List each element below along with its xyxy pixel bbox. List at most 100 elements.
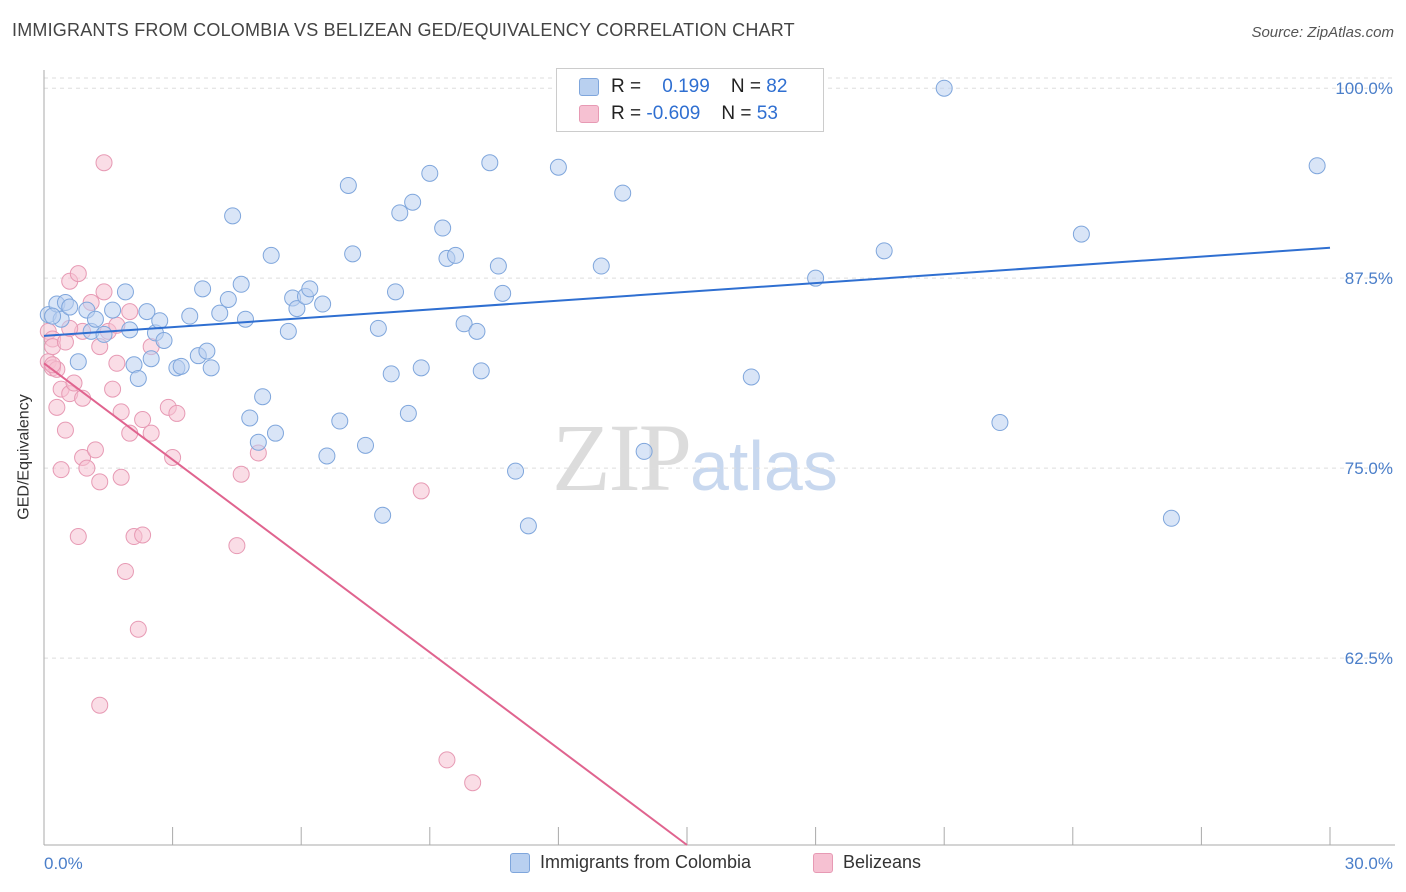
point-belizeans (438, 751, 456, 769)
point-colombia (387, 283, 405, 301)
point-colombia (44, 307, 62, 325)
point-colombia (181, 307, 199, 325)
point-colombia (155, 331, 173, 349)
point-colombia (447, 246, 465, 264)
legend-r-label: R = (611, 103, 642, 124)
point-colombia (742, 368, 760, 386)
point-colombia (1072, 225, 1090, 243)
watermark: ZIPatlas (552, 402, 838, 513)
point-colombia (116, 283, 134, 301)
point-belizeans (52, 461, 70, 479)
point-belizeans (91, 696, 109, 714)
point-colombia (69, 353, 87, 371)
bottom-legend-belizeans: Belizeans (813, 852, 921, 873)
point-belizeans (134, 411, 152, 429)
bottom-legend: Immigrants from Colombia Belizeans (0, 852, 1406, 876)
point-colombia (481, 154, 499, 172)
point-belizeans (232, 465, 250, 483)
legend-n-label: N = (721, 103, 752, 124)
legend-r-value-colombia: 0.199 (662, 76, 710, 97)
point-colombia (129, 369, 147, 387)
point-belizeans (228, 537, 246, 555)
point-colombia (138, 303, 156, 321)
point-colombia (592, 257, 610, 275)
point-colombia (472, 362, 490, 380)
point-colombia (279, 322, 297, 340)
point-colombia (468, 322, 486, 340)
x-tick-label-max: 30.0% (1345, 854, 1393, 873)
point-colombia (374, 506, 392, 524)
point-colombia (1162, 509, 1180, 527)
point-colombia (288, 300, 306, 318)
point-belizeans (129, 620, 147, 638)
point-colombia (357, 436, 374, 454)
point-colombia (224, 207, 242, 225)
point-colombia (331, 412, 349, 430)
point-colombia (935, 79, 953, 97)
watermark-atlas: atlas (690, 427, 838, 505)
point-colombia (61, 298, 79, 316)
x-tick-label-min: 0.0% (44, 854, 83, 873)
point-colombia (142, 350, 160, 368)
point-colombia (219, 290, 237, 308)
point-colombia (266, 424, 284, 442)
point-colombia (86, 310, 104, 328)
point-colombia (344, 245, 362, 263)
point-colombia (339, 176, 357, 194)
trendline-belizeans (43, 362, 688, 846)
legend-swatch-belizeans (579, 105, 599, 123)
point-colombia (172, 357, 190, 375)
point-belizeans (48, 398, 66, 416)
point-belizeans (95, 154, 113, 172)
y-tick-label: 75.0% (1345, 459, 1393, 478)
point-colombia (232, 275, 250, 293)
point-colombia (991, 414, 1009, 432)
bottom-legend-label-colombia: Immigrants from Colombia (540, 852, 752, 872)
point-belizeans (95, 283, 113, 301)
legend-row-belizeans: R = -0.609 N = 53 (579, 102, 778, 126)
legend-n-value-belizeans: 53 (756, 103, 778, 124)
point-belizeans (108, 354, 126, 372)
legend: R = 0.199 N = 82 R = -0.609 N = 53 (556, 68, 824, 132)
point-belizeans (121, 303, 139, 321)
bottom-legend-swatch-colombia (510, 852, 530, 873)
point-colombia (614, 184, 632, 202)
legend-n-label: N = (730, 76, 762, 97)
bottom-legend-label-belizeans: Belizeans (843, 852, 922, 872)
point-colombia (635, 442, 653, 460)
legend-r-value-belizeans: -0.609 (646, 103, 701, 124)
y-tick-label: 87.5% (1345, 269, 1393, 288)
point-colombia (494, 284, 512, 302)
y-tick-label: 100.0% (1335, 79, 1393, 98)
point-colombia (404, 193, 422, 211)
point-colombia (104, 301, 122, 319)
bottom-legend-swatch-belizeans (813, 852, 833, 873)
point-colombia (519, 517, 537, 535)
point-colombia (301, 280, 319, 298)
point-colombia (194, 280, 212, 298)
point-belizeans (91, 473, 109, 491)
point-colombia (254, 388, 272, 406)
legend-row-colombia: R = 0.199 N = 82 (579, 75, 787, 99)
point-colombia (875, 242, 893, 260)
point-belizeans (78, 459, 96, 477)
point-colombia (1308, 157, 1326, 175)
point-colombia (202, 359, 220, 377)
point-colombia (489, 257, 507, 275)
point-colombia (314, 295, 332, 313)
point-belizeans (134, 526, 152, 544)
point-colombia (399, 404, 417, 422)
point-belizeans (464, 774, 482, 792)
point-colombia (198, 342, 216, 360)
point-colombia (95, 325, 113, 343)
point-belizeans (116, 562, 134, 580)
point-colombia (391, 204, 409, 222)
source-label: Source: ZipAtlas.com (1251, 24, 1394, 41)
point-colombia (236, 310, 254, 328)
point-colombia (151, 312, 169, 330)
point-belizeans (69, 265, 87, 283)
point-belizeans (112, 468, 130, 486)
point-colombia (211, 304, 229, 322)
chart-title: IMMIGRANTS FROM COLOMBIA VS BELIZEAN GED… (12, 20, 795, 40)
